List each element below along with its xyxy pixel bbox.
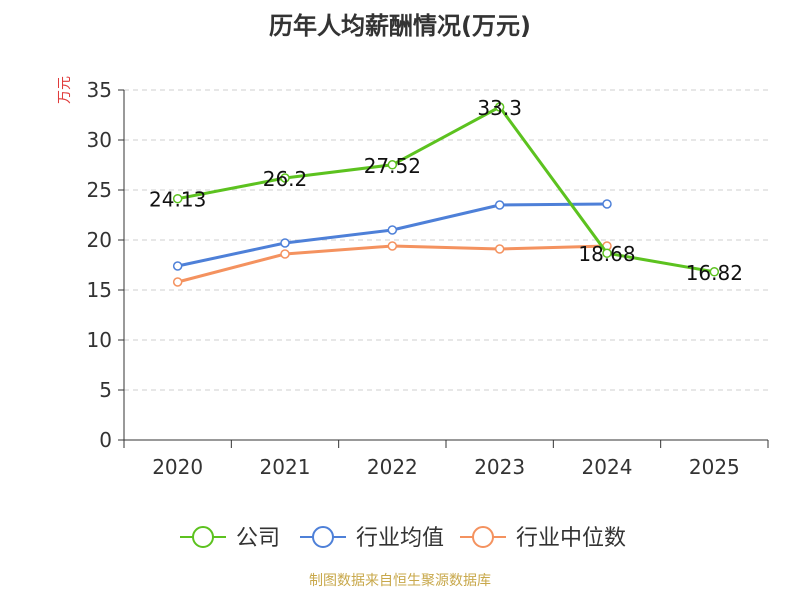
legend-label: 行业均值	[356, 526, 444, 551]
data-label: 18.68	[578, 242, 635, 266]
legend-label: 公司	[236, 526, 280, 551]
data-point	[280, 238, 290, 248]
data-label: 16.82	[686, 261, 743, 285]
data-label: 27.52	[364, 154, 421, 178]
legend-label: 行业中位数	[516, 526, 626, 551]
legend: 公司 行业均值 行业中位数	[180, 526, 626, 551]
legend-marker	[192, 526, 214, 548]
data-labels: 24.13 26.2 27.52 33.3 18.68 16.82	[149, 96, 743, 285]
x-tick-label: 2023	[474, 455, 525, 479]
legend-marker	[312, 526, 334, 548]
y-tick-label: 5	[99, 378, 112, 402]
data-point	[172, 277, 183, 287]
data-label: 24.13	[149, 188, 206, 212]
series-line-1	[177, 202, 608, 268]
chart-title: 历年人均薪酬情况(万元)	[269, 12, 531, 40]
x-tick-label: 2020	[152, 455, 203, 479]
series-line-0	[177, 105, 715, 274]
data-point	[387, 241, 398, 251]
data-point	[280, 249, 290, 259]
y-tick-label: 30	[87, 128, 112, 152]
data-point	[494, 244, 505, 254]
y-tick-label: 10	[87, 328, 112, 352]
data-point	[280, 173, 290, 183]
data-point	[387, 160, 398, 170]
x-tick-label: 2021	[260, 455, 311, 479]
data-point	[602, 199, 612, 209]
y-tick-label: 25	[87, 178, 112, 202]
y-tick-label: 35	[87, 78, 112, 102]
data-label: 33.3	[477, 96, 522, 120]
data-point	[387, 225, 398, 235]
series-layer	[172, 102, 720, 287]
data-point	[494, 200, 505, 210]
data-point	[494, 102, 505, 112]
data-point	[172, 261, 183, 271]
data-label: 26.2	[263, 167, 308, 191]
legend-marker	[472, 526, 494, 548]
data-point	[602, 248, 612, 258]
y-tick-label: 20	[87, 228, 112, 252]
x-tick-label: 2022	[367, 455, 418, 479]
y-tick-label: 0	[99, 428, 112, 452]
data-point	[172, 193, 183, 204]
source-note: 制图数据来自恒生聚源数据库	[309, 573, 491, 589]
y-tick-label: 15	[87, 278, 112, 302]
data-point	[709, 267, 720, 277]
x-tick-label: 2025	[689, 455, 740, 479]
x-tick-label: 2024	[582, 455, 633, 479]
